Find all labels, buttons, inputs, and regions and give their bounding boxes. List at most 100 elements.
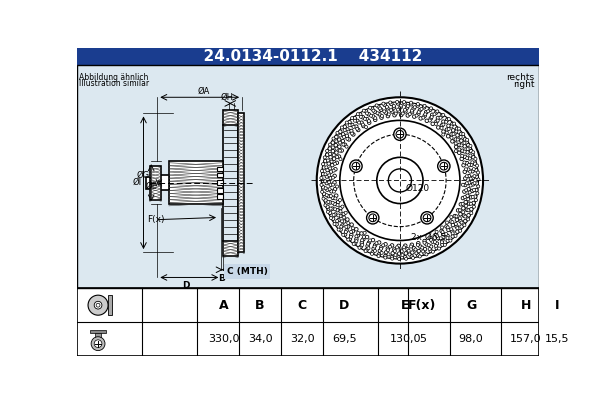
Circle shape <box>462 214 466 218</box>
Circle shape <box>338 149 341 152</box>
Circle shape <box>450 136 453 139</box>
Circle shape <box>375 242 378 245</box>
Circle shape <box>473 182 476 185</box>
Circle shape <box>322 192 326 196</box>
Text: F(x): F(x) <box>409 299 437 312</box>
Circle shape <box>440 162 448 170</box>
Circle shape <box>356 119 359 123</box>
Circle shape <box>339 210 342 213</box>
Circle shape <box>352 242 355 246</box>
Circle shape <box>457 208 460 212</box>
Circle shape <box>430 116 433 119</box>
Circle shape <box>331 146 334 149</box>
Circle shape <box>325 166 328 169</box>
Bar <box>157 175 169 190</box>
Circle shape <box>397 244 400 248</box>
Circle shape <box>459 136 462 138</box>
Circle shape <box>346 218 349 221</box>
Circle shape <box>341 233 345 236</box>
Bar <box>91 330 106 333</box>
Circle shape <box>344 230 347 234</box>
Circle shape <box>340 225 343 228</box>
Circle shape <box>461 211 465 214</box>
Circle shape <box>435 230 438 233</box>
Circle shape <box>340 126 343 129</box>
Circle shape <box>399 106 402 109</box>
Circle shape <box>399 248 403 252</box>
Circle shape <box>428 119 431 122</box>
Text: A: A <box>220 299 229 312</box>
Circle shape <box>452 132 455 136</box>
Circle shape <box>341 132 345 136</box>
Circle shape <box>96 303 100 307</box>
Circle shape <box>423 241 426 244</box>
Circle shape <box>436 119 439 122</box>
Circle shape <box>398 258 401 260</box>
Circle shape <box>332 169 335 172</box>
Circle shape <box>382 102 385 105</box>
Circle shape <box>326 194 330 198</box>
Circle shape <box>370 107 374 110</box>
Circle shape <box>460 157 463 161</box>
Circle shape <box>360 121 364 124</box>
Text: C (MTH): C (MTH) <box>227 267 268 276</box>
Circle shape <box>464 168 467 171</box>
Circle shape <box>416 104 419 107</box>
Circle shape <box>472 156 475 159</box>
Circle shape <box>436 235 439 238</box>
Circle shape <box>406 105 409 108</box>
Circle shape <box>334 168 337 171</box>
Circle shape <box>321 179 325 182</box>
Circle shape <box>383 254 387 258</box>
Circle shape <box>346 225 350 228</box>
Circle shape <box>343 233 347 236</box>
Circle shape <box>469 184 472 187</box>
Circle shape <box>342 143 345 146</box>
Circle shape <box>382 244 385 247</box>
Circle shape <box>440 226 443 229</box>
Circle shape <box>404 257 407 260</box>
Text: right: right <box>513 80 535 88</box>
Circle shape <box>396 130 404 138</box>
Circle shape <box>413 106 416 109</box>
Bar <box>217 180 223 185</box>
Circle shape <box>433 240 436 244</box>
Circle shape <box>358 246 361 249</box>
Circle shape <box>350 160 362 172</box>
Circle shape <box>340 120 460 240</box>
Circle shape <box>322 166 326 169</box>
Circle shape <box>352 125 355 128</box>
Circle shape <box>335 220 339 222</box>
Circle shape <box>406 248 409 251</box>
Circle shape <box>390 244 394 247</box>
Circle shape <box>428 248 431 250</box>
Circle shape <box>347 138 350 141</box>
Circle shape <box>435 246 439 250</box>
Circle shape <box>446 134 450 138</box>
Circle shape <box>325 175 329 178</box>
Text: D: D <box>182 281 190 290</box>
Circle shape <box>450 228 453 231</box>
Circle shape <box>425 253 428 256</box>
Circle shape <box>328 201 332 204</box>
Circle shape <box>365 112 368 115</box>
Circle shape <box>395 246 398 249</box>
Circle shape <box>473 195 477 198</box>
Circle shape <box>461 196 465 200</box>
Circle shape <box>323 156 326 159</box>
Circle shape <box>329 190 333 193</box>
Circle shape <box>362 124 365 128</box>
Circle shape <box>469 177 472 180</box>
Circle shape <box>390 255 394 259</box>
Circle shape <box>475 182 479 185</box>
Circle shape <box>470 208 473 211</box>
Circle shape <box>469 144 472 148</box>
Circle shape <box>326 159 329 162</box>
Circle shape <box>386 249 389 252</box>
Circle shape <box>367 121 371 124</box>
Circle shape <box>473 162 477 166</box>
Circle shape <box>427 244 430 247</box>
Circle shape <box>365 248 368 252</box>
Circle shape <box>404 244 407 248</box>
Circle shape <box>454 150 457 153</box>
